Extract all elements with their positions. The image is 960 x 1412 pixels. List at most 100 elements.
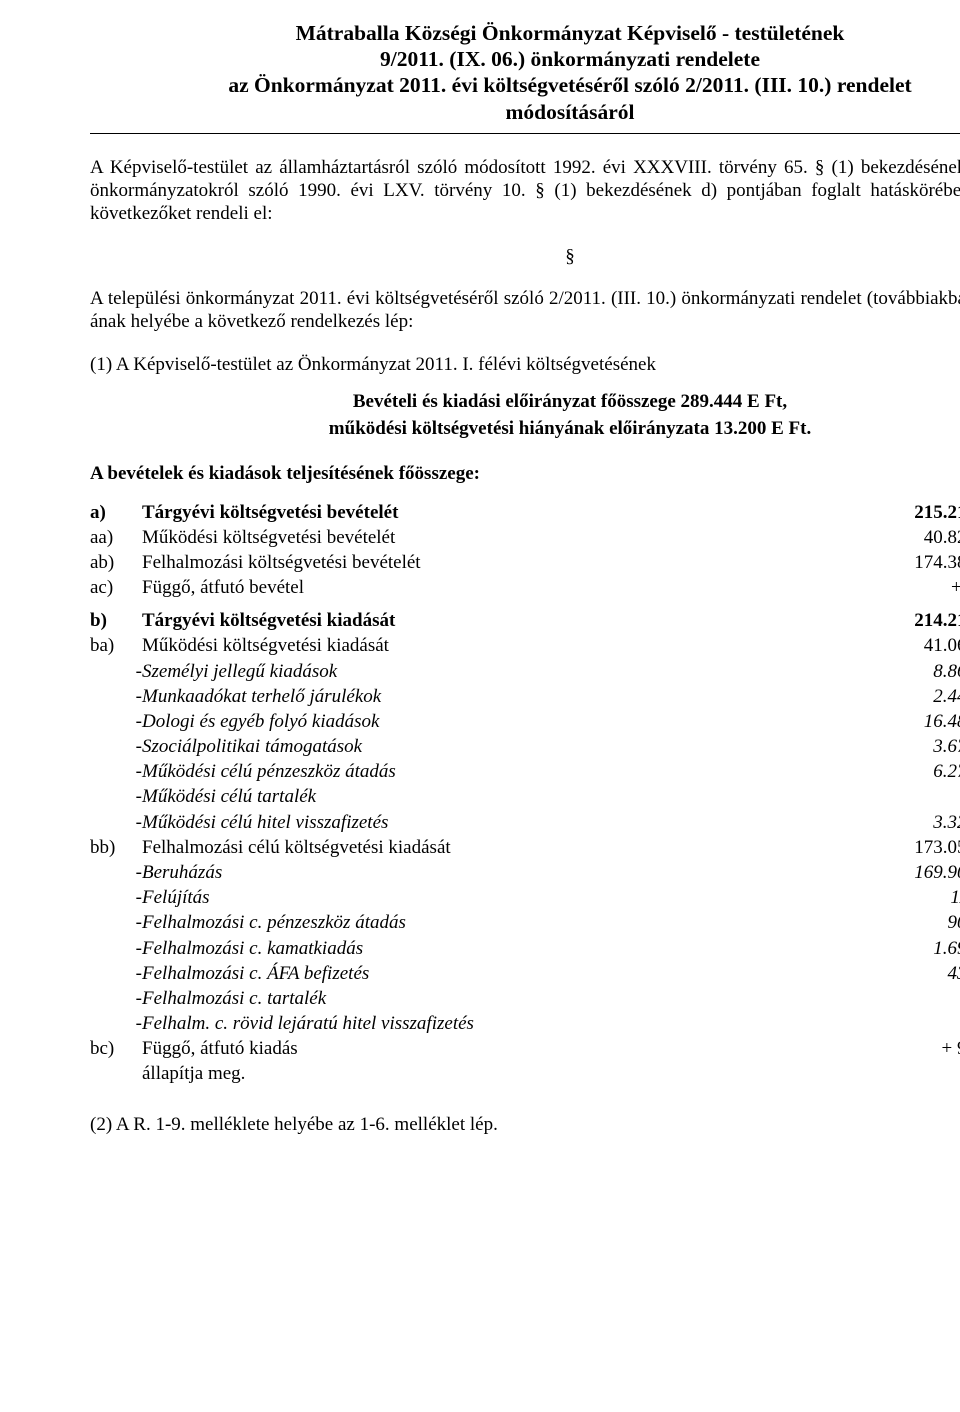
item-label: Függő, átfutó bevétel [142,575,886,600]
dash-icon: - [90,759,142,784]
table-row: ab) Felhalmozási költségvetési bevételét… [90,550,960,575]
item-label: Felhalmozási c. kamatkiadás [142,936,886,961]
table-row: - Felhalmozási c. kamatkiadás 1.699 E Ft [90,936,960,961]
table-row: ba) Működési költségvetési kiadását 41.0… [90,633,960,658]
dash-icon: - [90,810,142,835]
dash-icon: - [90,910,142,935]
table-row: - Működési célú hitel visszafizetés 3.32… [90,810,960,835]
table-row: - Személyi jellegű kiadások 8.862 E Ft [90,659,960,684]
item-mark: a) [90,500,142,525]
item-label: Felújítás [142,885,886,910]
item-label: Tárgyévi költségvetési bevételét [142,500,886,525]
item-label: Működési célú hitel visszafizetés [142,810,886,835]
dash-icon: - [90,860,142,885]
title-divider [90,133,960,134]
title-line-1: Mátraballa Községi Önkormányzat Képvisel… [90,20,960,46]
title-line-3: az Önkormányzat 2011. évi költségvetésér… [90,72,960,98]
item-label: Működési költségvetési bevételét [142,525,886,550]
item-mark: b) [90,608,142,633]
item-label: Függő, átfutó kiadás [142,1036,886,1061]
item-value: - [886,1011,960,1036]
item-value: 173.053 [886,835,960,860]
item-value: 41.069 [886,633,960,658]
table-row: a) Tárgyévi költségvetési bevételét 215.… [90,500,960,525]
table-row: ac) Függő, átfutó bevétel + 6 E Ft [90,575,960,600]
item-value: + 92 [886,1036,960,1061]
item-value: 169.905 [886,860,960,885]
item-label: Személyi jellegű kiadások [142,659,886,684]
dash-icon: - [90,684,142,709]
item-value: 8.862 [886,659,960,684]
item-label: Működési költségvetési kiadását [142,633,886,658]
item-value: 900 [886,910,960,935]
title-line-2: 9/2011. (IX. 06.) önkormányzati rendelet… [90,46,960,72]
item-value: 174.387 [886,550,960,575]
item-label: Felhalmozási költségvetési bevételét [142,550,886,575]
main-sum-line-2: működési költségvetési hiányának előirán… [90,417,960,440]
table-row: bb) Felhalmozási célú költségvetési kiad… [90,835,960,860]
item-value: 438 [886,961,960,986]
document-title: Mátraballa Községi Önkormányzat Képvisel… [90,20,960,125]
item-value: 214.214 [886,608,960,633]
dash-icon: - [90,936,142,961]
title-line-4: módosításáról [90,99,960,125]
dash-icon: - [90,961,142,986]
table-row: bc) Függő, átfutó kiadás + 92 E Ft [90,1036,960,1061]
item-value: 1.699 [886,936,960,961]
item-value: 2.446 [886,684,960,709]
table-row: - Felhalmozási c. ÁFA befizetés 438 E Ft [90,961,960,986]
table-row: - Dologi és egyéb folyó kiadások 16.489 … [90,709,960,734]
item-mark: ac) [90,575,142,600]
table-row: - Szociálpolitikai támogatások 3.679 E F… [90,734,960,759]
budget-items-table: a) Tárgyévi költségvetési bevételét 215.… [90,500,960,1087]
item-mark: bb) [90,835,142,860]
item-value: 215.216 [886,500,960,525]
clause-1-lead: (1) A Képviselő-testület az Önkormányzat… [90,353,960,376]
item-mark: ab) [90,550,142,575]
table-row: b) Tárgyévi költségvetési kiadását 214.2… [90,608,960,633]
table-row: állapítja meg. [90,1061,960,1086]
item-value: 3.322 [886,810,960,835]
item-label: Dologi és egyéb folyó kiadások [142,709,886,734]
closing-phrase: állapítja meg. [142,1061,960,1086]
table-row: - Felhalm. c. rövid lejáratú hitel vissz… [90,1011,960,1036]
item-label: Munkaadókat terhelő járulékok [142,684,886,709]
item-value: 40.823 [886,525,960,550]
item-label: Felhalmozási c. ÁFA befizetés [142,961,886,986]
dash-icon: - [90,784,142,809]
item-label: Felhalmozási célú költségvetési kiadását [142,835,886,860]
item-mark: aa) [90,525,142,550]
item-label: Működési célú tartalék [142,784,886,809]
dash-icon: - [90,1011,142,1036]
table-row: - Munkaadókat terhelő járulékok 2.446 E … [90,684,960,709]
dash-icon: - [90,734,142,759]
item-value: + 6 [886,575,960,600]
table-row: - Működési célú pénzeszköz átadás 6.271 … [90,759,960,784]
item-label: Tárgyévi költségvetési kiadását [142,608,886,633]
clause-2: (2) A R. 1-9. melléklete helyébe az 1-6.… [90,1113,960,1136]
table-row: - Felhalmozási c. pénzeszköz átadás 900 … [90,910,960,935]
item-label: Működési célú pénzeszköz átadás [142,759,886,784]
table-row: - Működési célú tartalék - E Ft [90,784,960,809]
dash-icon: - [90,885,142,910]
item-value: - [886,784,960,809]
table-row: - Beruházás 169.905 E Ft [90,860,960,885]
main-sum-line-1: Bevételi és kiadási előirányzat főösszeg… [90,390,960,413]
section-symbol: § [90,245,960,268]
item-value: 16.489 [886,709,960,734]
item-label: Szociálpolitikai támogatások [142,734,886,759]
intro-paragraph-2: A települési önkormányzat 2011. évi költ… [90,287,960,333]
item-value: - [886,986,960,1011]
dash-icon: - [90,986,142,1011]
item-value: 3.679 [886,734,960,759]
table-row: aa) Működési költségvetési bevételét 40.… [90,525,960,550]
item-label: Felhalmozási c. tartalék [142,986,886,1011]
item-label: Felhalmozási c. pénzeszköz átadás [142,910,886,935]
item-mark: bc) [90,1036,142,1061]
dash-icon: - [90,709,142,734]
item-mark: ba) [90,633,142,658]
item-value: 6.271 [886,759,960,784]
table-row: - Felhalmozási c. tartalék - E Ft [90,986,960,1011]
totals-subhead: A bevételek és kiadások teljesítésének f… [90,462,960,485]
table-row: - Felújítás 111 E Ft [90,885,960,910]
